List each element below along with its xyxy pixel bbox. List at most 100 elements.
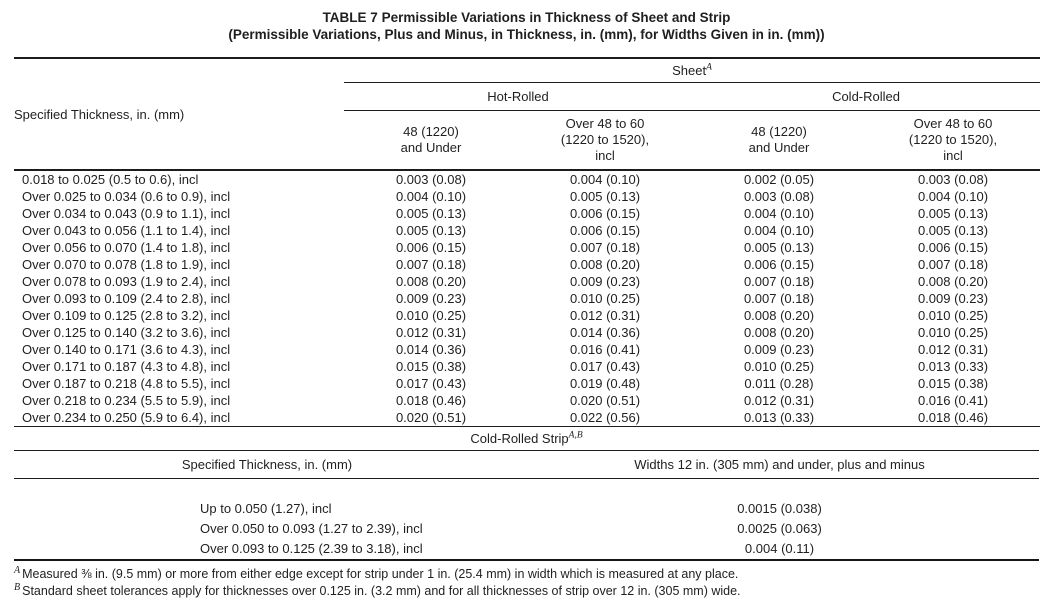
footnote-a-text: Measured ⅜ in. (9.5 mm) or more from eit… [22, 567, 739, 581]
tolerance-value-cell: 0.008 (0.20) [395, 274, 467, 289]
tolerance-value-cell: 0.005 (0.13) [569, 189, 641, 204]
strip-thickness-range-cell: Over 0.050 to 0.093 (1.27 to 2.39), incl [200, 521, 423, 536]
footnote-ref-a: A [706, 62, 712, 73]
tolerance-value-cell: 0.006 (0.15) [395, 240, 467, 255]
tolerance-value-cell: 0.006 (0.15) [917, 240, 989, 255]
table-row: Over 0.218 to 0.234 (5.5 to 5.9), incl 0.… [14, 392, 1040, 409]
tolerance-value-cell: 0.010 (0.25) [569, 291, 641, 306]
table-row: Up to 0.050 (1.27), incl 0.0015 (0.038) [14, 479, 1039, 520]
tolerance-value-cell: 0.010 (0.25) [395, 308, 467, 323]
table-row: Over 0.034 to 0.043 (0.9 to 1.1), incl 0.… [14, 205, 1040, 222]
tolerance-value-cell: 0.006 (0.15) [569, 206, 641, 221]
tolerance-value-cell: 0.009 (0.23) [917, 291, 989, 306]
table-row: Over 0.050 to 0.093 (1.27 to 2.39), incl… [14, 519, 1039, 539]
tolerance-value-cell: 0.014 (0.36) [569, 325, 641, 340]
footnote-ref-ab: A,B [568, 430, 583, 441]
tolerance-value-cell: 0.007 (0.18) [917, 257, 989, 272]
tolerance-value-cell: 0.004 (0.10) [395, 189, 467, 204]
tolerance-value-cell: 0.004 (0.10) [917, 189, 989, 204]
thickness-range-cell: Over 0.093 to 0.109 (2.4 to 2.8), incl [22, 291, 231, 306]
tolerance-value-cell: 0.004 (0.10) [743, 223, 815, 238]
tolerance-value-cell: 0.015 (0.38) [917, 376, 989, 391]
thickness-range-cell: Over 0.043 to 0.056 (1.1 to 1.4), incl [22, 223, 231, 238]
column-header-cold-rolled-over-48-to-60: Over 48 to 60 (1220 to 1520), incl [866, 110, 1041, 171]
strip-subheader-row: Specified Thickness, in. (mm) Widths 12 … [14, 450, 1039, 479]
sheet-subgroup-header-row: Hot-Rolled Cold-Rolled [14, 82, 1041, 111]
strip-thickness-range-cell: Up to 0.050 (1.27), incl [200, 501, 332, 516]
tolerance-value-cell: 0.007 (0.18) [743, 274, 815, 289]
tolerance-value-cell: 0.014 (0.36) [395, 342, 467, 357]
table-row: Over 0.187 to 0.218 (4.8 to 5.5), incl 0.… [14, 375, 1040, 392]
sheet-group-header-row: Specified Thickness, in. (mm) SheetA [14, 58, 1041, 171]
tolerance-value-cell: 0.010 (0.25) [917, 325, 989, 340]
column-header-cold-rolled-48-and-under: 48 (1220) and Under [692, 110, 866, 171]
table-row: Over 0.093 to 0.109 (2.4 to 2.8), incl 0.… [14, 290, 1040, 307]
tolerance-value-cell: 0.019 (0.48) [569, 376, 641, 391]
cold-rolled-header: Cold-Rolled [692, 82, 1041, 111]
table-row: 0.018 to 0.025 (0.5 to 0.6), incl 0.003 (… [14, 170, 1040, 188]
tolerance-value-cell: 0.008 (0.20) [743, 308, 815, 323]
strip-group-header-row: Cold-Rolled StripA,B [14, 427, 1039, 451]
tolerance-value-cell: 0.007 (0.18) [395, 257, 467, 272]
table-row: Over 0.140 to 0.171 (3.6 to 4.3), incl 0.… [14, 341, 1040, 358]
tolerance-value-cell: 0.005 (0.13) [395, 223, 467, 238]
table-row: Over 0.056 to 0.070 (1.4 to 1.8), incl 0.… [14, 239, 1040, 256]
tolerance-value-cell: 0.012 (0.31) [743, 393, 815, 408]
strip-tolerance-value-cell: 0.0025 (0.063) [737, 521, 822, 536]
thickness-range-cell: Over 0.140 to 0.171 (3.6 to 4.3), incl [22, 342, 231, 357]
sheet-table-body: 0.018 to 0.025 (0.5 to 0.6), incl 0.003 (… [14, 170, 1040, 427]
tolerance-value-cell: 0.018 (0.46) [395, 393, 467, 408]
tolerance-value-cell: 0.010 (0.25) [743, 359, 815, 374]
footnote-a: A Measured ⅜ in. (9.5 mm) or more from ei… [14, 564, 1039, 583]
strip-tolerance-value-cell: 0.004 (0.11) [744, 541, 815, 556]
thickness-range-cell: Over 0.056 to 0.070 (1.4 to 1.8), incl [22, 240, 231, 255]
table-title-line2: (Permissible Variations, Plus and Minus,… [228, 27, 825, 42]
tolerance-value-cell: 0.009 (0.23) [743, 342, 815, 357]
strip-widths-header: Widths 12 in. (305 mm) and under, plus a… [520, 450, 1039, 479]
thickness-range-cell: Over 0.234 to 0.250 (5.9 to 6.4), incl [22, 410, 231, 425]
sheet-group-header: SheetA [344, 58, 1041, 83]
sheet-tolerance-table: Specified Thickness, in. (mm) SheetA Hot… [14, 57, 1041, 427]
tolerance-value-cell: 0.015 (0.38) [395, 359, 467, 374]
thickness-range-cell: Over 0.070 to 0.078 (1.8 to 1.9), incl [22, 257, 231, 272]
table-row: Over 0.125 to 0.140 (3.2 to 3.6), incl 0.… [14, 324, 1040, 341]
table-row: Over 0.070 to 0.078 (1.8 to 1.9), incl 0.… [14, 256, 1040, 273]
strip-group-header: Cold-Rolled StripA,B [14, 427, 1039, 451]
tolerance-value-cell: 0.003 (0.08) [917, 172, 989, 187]
tolerance-value-cell: 0.004 (0.10) [569, 172, 641, 187]
tolerance-value-cell: 0.005 (0.13) [743, 240, 815, 255]
thickness-range-cell: Over 0.218 to 0.234 (5.5 to 5.9), incl [22, 393, 231, 408]
thickness-range-cell: Over 0.109 to 0.125 (2.8 to 3.2), incl [22, 308, 231, 323]
thickness-range-cell: Over 0.034 to 0.043 (0.9 to 1.1), incl [22, 206, 231, 221]
strip-thickness-range-cell: Over 0.093 to 0.125 (2.39 to 3.18), incl [200, 541, 423, 556]
footnote-b: B Standard sheet tolerances apply for thi… [14, 581, 1039, 600]
thickness-range-cell: Over 0.125 to 0.140 (3.2 to 3.6), incl [22, 325, 231, 340]
table-row: Over 0.043 to 0.056 (1.1 to 1.4), incl 0.… [14, 222, 1040, 239]
thickness-range-cell: Over 0.187 to 0.218 (4.8 to 5.5), incl [22, 376, 231, 391]
tolerance-value-cell: 0.007 (0.18) [569, 240, 641, 255]
table-title-line1: TABLE 7 Permissible Variations in Thickn… [322, 10, 731, 25]
sheet-group-label: Sheet [672, 63, 707, 78]
strip-specified-thickness-header: Specified Thickness, in. (mm) [14, 450, 520, 479]
column-header-hot-rolled-over-48-to-60: Over 48 to 60 (1220 to 1520), incl [518, 110, 692, 171]
tolerance-value-cell: 0.017 (0.43) [569, 359, 641, 374]
thickness-range-cell: Over 0.171 to 0.187 (4.3 to 4.8), incl [22, 359, 231, 374]
tolerance-value-cell: 0.011 (0.28) [744, 376, 814, 391]
tolerance-value-cell: 0.009 (0.23) [395, 291, 467, 306]
tolerance-value-cell: 0.002 (0.05) [743, 172, 815, 187]
footnote-a-marker: A [14, 564, 21, 576]
hot-rolled-header: Hot-Rolled [344, 82, 692, 111]
tolerance-value-cell: 0.009 (0.23) [569, 274, 641, 289]
table-row: Over 0.093 to 0.125 (2.39 to 3.18), incl… [14, 539, 1039, 560]
tolerance-value-cell: 0.008 (0.20) [743, 325, 815, 340]
tolerance-value-cell: 0.010 (0.25) [917, 308, 989, 323]
footnotes: A Measured ⅜ in. (9.5 mm) or more from ei… [14, 564, 1039, 600]
footnote-b-marker: B [14, 581, 21, 593]
footnote-b-text: Standard sheet tolerances apply for thic… [22, 584, 741, 598]
tolerance-value-cell: 0.012 (0.31) [917, 342, 989, 357]
strip-tolerance-value-cell: 0.0015 (0.038) [737, 501, 822, 516]
table-row: Over 0.078 to 0.093 (1.9 to 2.4), incl 0.… [14, 273, 1040, 290]
tolerance-value-cell: 0.016 (0.41) [917, 393, 989, 408]
table-row: Over 0.234 to 0.250 (5.9 to 6.4), incl 0.… [14, 409, 1040, 427]
